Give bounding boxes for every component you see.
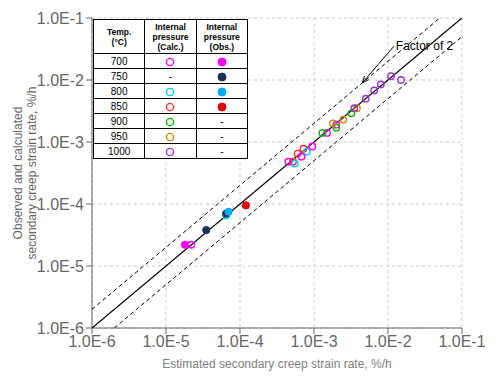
html-text:(Calc.): (Calc.) xyxy=(157,41,184,52)
svg-text:1.0E-4: 1.0E-4 xyxy=(37,196,84,213)
html-text:850: 850 xyxy=(110,100,128,112)
svg-text:1.0E-2: 1.0E-2 xyxy=(364,333,411,350)
html-text:700: 700 xyxy=(110,55,128,67)
html-text:800: 800 xyxy=(110,85,128,97)
html-text:(Obs.): (Obs.) xyxy=(209,41,235,52)
svg-text:1.0E-3: 1.0E-3 xyxy=(290,333,337,350)
html-text:(°C): (°C) xyxy=(111,36,127,47)
svg-text:Factor of 2: Factor of 2 xyxy=(396,39,454,53)
svg-text:1.0E-3: 1.0E-3 xyxy=(37,134,84,151)
svg-text:Estimated secondary creep stra: Estimated secondary creep strain rate, %… xyxy=(162,357,391,371)
svg-text:1.0E-6: 1.0E-6 xyxy=(37,320,84,337)
html-text:Temp.: Temp. xyxy=(107,26,132,37)
html-text:1000: 1000 xyxy=(108,145,131,157)
svg-text:1.0E-1: 1.0E-1 xyxy=(37,10,84,27)
html-text:950: 950 xyxy=(110,130,128,142)
svg-text:1.0E-6: 1.0E-6 xyxy=(68,333,116,351)
svg-text:1.0E-2: 1.0E-2 xyxy=(37,72,84,89)
html-text:pressure: pressure xyxy=(203,31,240,42)
html-text:Internal: Internal xyxy=(155,21,186,32)
html-text:750: 750 xyxy=(110,70,128,82)
svg-text:Observed and calculatedseconda: Observed and calculatedsecondary creep s… xyxy=(11,87,39,260)
svg-text:1.0E-5: 1.0E-5 xyxy=(37,258,84,275)
svg-text:1.0E-1: 1.0E-1 xyxy=(438,333,485,350)
svg-text:1.0E-5: 1.0E-5 xyxy=(142,333,189,350)
html-text:Internal: Internal xyxy=(206,21,238,32)
html-text:pressure: pressure xyxy=(152,31,189,42)
svg-text:1.0E-4: 1.0E-4 xyxy=(216,333,263,350)
html-text:900: 900 xyxy=(110,115,128,127)
